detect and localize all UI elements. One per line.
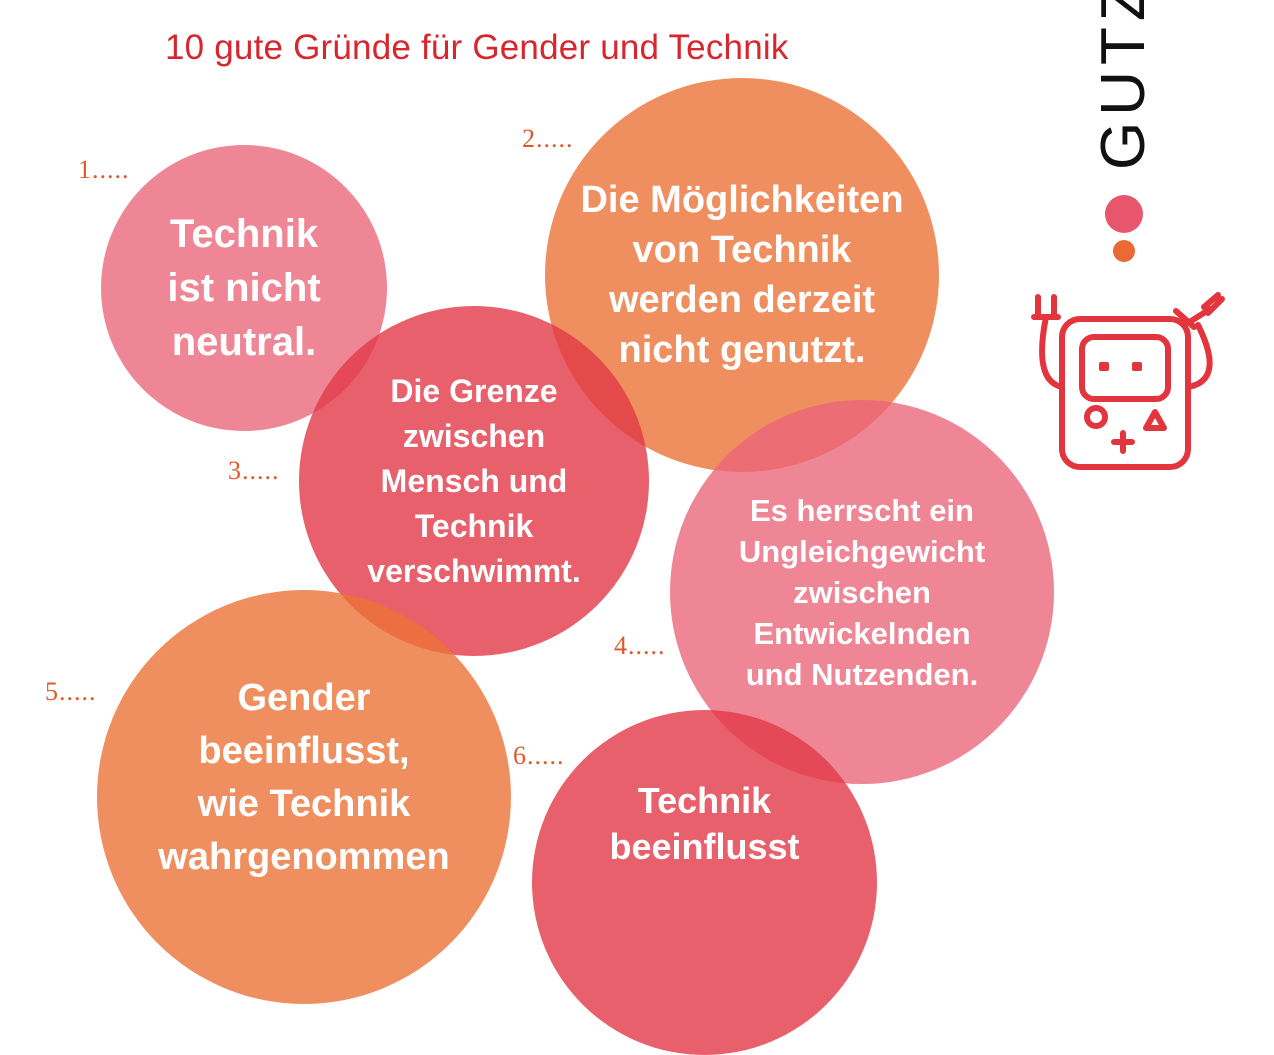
reason-number-4: 4..... [614,631,666,660]
reason-text-6: Technik beeinflusst [609,780,800,867]
orange-dot [1113,240,1135,262]
page-title: 10 gute Gründe für Gender und Technik [165,28,789,67]
reason-number-1: 1..... [78,155,130,184]
reason-number-6: 6..... [513,741,565,770]
reason-number-3: 3..... [228,456,280,485]
reason-text-5: Gender beeinflusst, wie Technik wahrgeno… [158,677,450,878]
reason-circle-1: Technik ist nicht neutral. [101,145,387,431]
reason-circle-6: Technik beeinflusst [532,710,877,1055]
reason-text-3: Die Grenze zwischen Mensch und Technik v… [367,372,581,589]
reason-number-5: 5..... [45,677,97,706]
robot-icon [1031,292,1225,470]
brand-text: GUTZ [1092,0,1156,170]
reason-text-2: Die Möglichkeiten von Technik werden der… [580,179,904,371]
reason-number-2: 2..... [522,124,574,153]
pink-dot [1105,195,1143,233]
reason-circle-5: Gender beeinflusst, wie Technik wahrgeno… [97,590,511,1004]
reason-text-1: Technik ist nicht neutral. [167,212,321,364]
reason-circle-2: Die Möglichkeiten von Technik werden der… [545,78,939,472]
reason-text-4: Es herrscht ein Ungleichgewicht zwischen… [738,492,986,692]
brand-logo: GUTZ [1092,0,1156,170]
